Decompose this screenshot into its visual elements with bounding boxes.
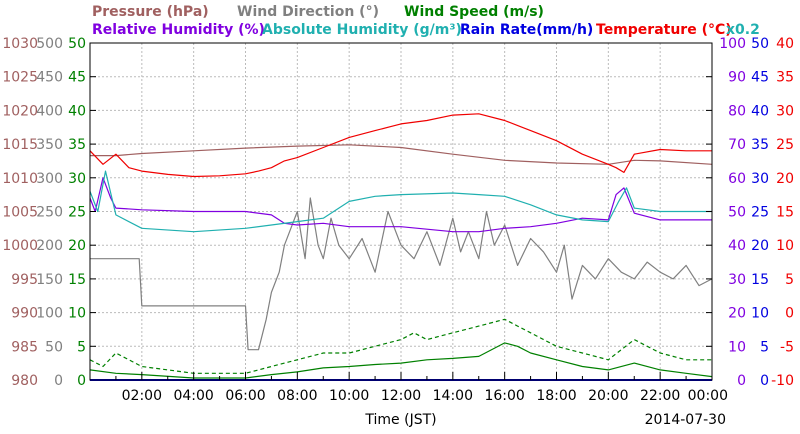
x-tick-label: 14:00 (433, 388, 473, 404)
y-tick-label-wind-speed: 40 (68, 103, 86, 119)
y-tick-label-wind-speed: 5 (77, 339, 86, 355)
y-tick-label-humidity: 90 (728, 70, 746, 86)
y-tick-label-temperature: 25 (776, 137, 794, 153)
y-tick-label-pressure: 1025 (2, 70, 38, 86)
y-tick-label-rain-rate: 15 (751, 272, 769, 288)
y-tick-label-humidity: 10 (728, 339, 746, 355)
y-tick-label-temperature: 40 (776, 36, 794, 52)
y-tick-label-wind-speed: 30 (68, 171, 86, 187)
y-tick-label-rain-rate: 40 (751, 103, 769, 119)
date-label: 2014-07-30 (645, 412, 726, 428)
legend-wind-speed: Wind Speed (m/s) (404, 4, 544, 20)
y-tick-label-wind-direction: 200 (36, 238, 63, 254)
y-tick-label-pressure: 995 (11, 272, 38, 288)
y-tick-label-temperature: 20 (776, 171, 794, 187)
legend-absolute-humidity: Absolute Humidity (g/m³) (262, 22, 462, 38)
x-tick-label: 12:00 (381, 388, 421, 404)
y-tick-label-pressure: 1030 (2, 36, 38, 52)
y-tick-label-pressure: 1015 (2, 137, 38, 153)
y-tick-label-wind-speed: 35 (68, 137, 86, 153)
x-tick-label: 18:00 (536, 388, 576, 404)
y-tick-label-rain-rate: 30 (751, 171, 769, 187)
y-tick-label-rain-rate: 35 (751, 137, 769, 153)
x-tick-label: 10:00 (329, 388, 369, 404)
y-tick-label-humidity: 50 (728, 205, 746, 221)
y-tick-label-pressure: 980 (11, 373, 38, 389)
y-tick-label-humidity: 0 (737, 373, 746, 389)
x-tick-label: 00:00 (688, 388, 728, 404)
y-tick-label-wind-speed: 20 (68, 238, 86, 254)
y-tick-label-rain-rate: 10 (751, 306, 769, 322)
y-tick-label-temperature: 0 (785, 306, 794, 322)
y-tick-label-humidity: 60 (728, 171, 746, 187)
x-tick-label: 04:00 (173, 388, 213, 404)
y-tick-label-rain-rate: 25 (751, 205, 769, 221)
series-line-temperature (89, 113, 712, 178)
y-tick-label-humidity: 70 (728, 137, 746, 153)
series-line-relative-humidity (89, 177, 712, 233)
y-tick-label-wind-speed: 15 (68, 272, 86, 288)
y-tick-label-rain-rate: 0 (760, 373, 769, 389)
x-tick-label: 22:00 (640, 388, 680, 404)
y-tick-label-temperature: -10 (771, 373, 794, 389)
legend-wind-direction: Wind Direction (°) (237, 4, 379, 20)
y-tick-label-wind-direction: 100 (36, 306, 63, 322)
y-tick-label-temperature: 10 (776, 238, 794, 254)
y-tick-label-humidity: 100 (719, 36, 746, 52)
x-axis: 02:00 04:00 06:00 08:00 10:00 12:00 14:00 16:00… (115, 372, 728, 404)
legend-rain-rate: Rain Rate(mm/h) (460, 22, 593, 38)
y-tick-label-wind-speed: 10 (68, 306, 86, 322)
x-axis-label: Time (JST) (364, 412, 436, 428)
series-line-wind-direction (90, 197, 713, 351)
x-tick-label: 16:00 (484, 388, 524, 404)
y-tick-label-temperature: 30 (776, 103, 794, 119)
y-tick-label-rain-rate: 20 (751, 238, 769, 254)
series-line-wind-gust (89, 318, 712, 374)
y-tick-label-wind-speed: 50 (68, 36, 86, 52)
y-tick-label-humidity: 20 (728, 306, 746, 322)
y-tick-label-humidity: 40 (728, 238, 746, 254)
y-tick-label-wind-direction: 400 (36, 103, 63, 119)
y-tick-label-rain-rate: 5 (760, 339, 769, 355)
y-tick-label-pressure: 1010 (2, 171, 38, 187)
y-tick-label-wind-speed: 25 (68, 205, 86, 221)
y-tick-label-pressure: 1005 (2, 205, 38, 221)
legend-temperature: Temperature (°C) (596, 22, 732, 38)
legend: Pressure (hPa) Wind Direction (°) Wind S… (92, 4, 760, 38)
y-tick-label-temperature: 5 (785, 272, 794, 288)
x-tick-label: 08:00 (277, 388, 317, 404)
series-line-wind-speed (89, 342, 713, 379)
y-tick-label-temperature: 35 (776, 70, 794, 86)
multiplier-note: x0.2 (726, 22, 760, 38)
y-tick-label-wind-direction: 500 (36, 36, 63, 52)
y-tick-label-pressure: 1020 (2, 103, 38, 119)
y-tick-label-rain-rate: 45 (751, 70, 769, 86)
series-line-absolute-humidity (89, 170, 712, 233)
y-tick-label-pressure: 990 (11, 306, 38, 322)
y-tick-label-humidity: 30 (728, 272, 746, 288)
y-tick-label-wind-direction: 250 (36, 205, 63, 221)
y-tick-label-temperature: -5 (780, 339, 794, 355)
y-tick-label-rain-rate: 50 (751, 36, 769, 52)
y-tick-label-wind-speed: 0 (77, 373, 86, 389)
y-tick-label-pressure: 985 (11, 339, 38, 355)
y-tick-label-wind-direction: 450 (36, 70, 63, 86)
y-tick-label-wind-direction: 350 (36, 137, 63, 153)
x-tick-label: 06:00 (225, 388, 265, 404)
y-tick-label-humidity: 80 (728, 103, 746, 119)
legend-pressure: Pressure (hPa) (92, 4, 209, 20)
y-tick-label-pressure: 1000 (2, 238, 38, 254)
x-tick-label: 20:00 (588, 388, 628, 404)
y-tick-label-wind-speed: 45 (68, 70, 86, 86)
y-tick-label-wind-direction: 0 (54, 373, 63, 389)
series-line-pressure (90, 144, 713, 165)
y-tick-label-wind-direction: 50 (45, 339, 63, 355)
y-tick-label-wind-direction: 300 (36, 171, 63, 187)
legend-relative-humidity: Relative Humidity (%) (92, 22, 265, 38)
y-tick-label-wind-direction: 150 (36, 272, 63, 288)
x-tick-label: 02:00 (122, 388, 162, 404)
y-axes: 9809859909951000100510101015102010251030… (2, 36, 794, 389)
y-tick-label-temperature: 15 (776, 205, 794, 221)
